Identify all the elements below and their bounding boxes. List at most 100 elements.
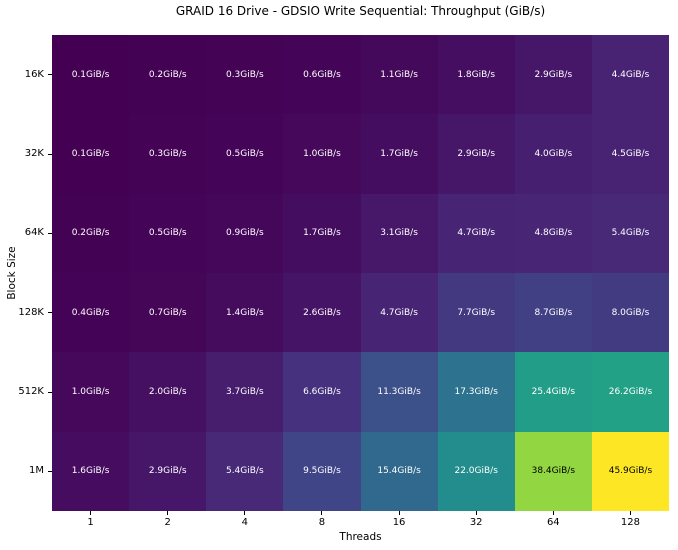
heatmap-cell: 4.7GiB/s [437, 193, 515, 273]
y-tick-label: 64K [24, 227, 44, 239]
heatmap-grid: 0.1GiB/s 0.2GiB/s 0.3GiB/s 0.6GiB/s 1.1GiB/s… [52, 35, 669, 511]
x-tick-mark [475, 511, 477, 515]
x-tick-mark [629, 511, 631, 515]
cell-value-label: 4.7GiB/s [457, 228, 496, 239]
cell-value-label: 1.7GiB/s [380, 148, 418, 159]
y-tick-label: 512K [18, 386, 44, 397]
cell-value-label: 1.7GiB/s [303, 228, 341, 239]
y-tick-label: 16K [24, 68, 44, 80]
cell-value-label: 0.7GiB/s [148, 307, 187, 318]
heatmap-cell: 4.0GiB/s [514, 114, 592, 194]
cell-value-label: 11.3GiB/s [377, 386, 421, 397]
y-tick-label: 32K [24, 148, 44, 159]
heatmap-cell: 1.7GiB/s [360, 114, 438, 194]
x-tick-label: 2 [164, 517, 171, 528]
cell-value-label: 17.3GiB/s [454, 386, 498, 397]
cell-value-label: 2.6GiB/s [303, 307, 341, 318]
cell-value-label: 7.7GiB/s [457, 307, 496, 318]
y-tick-mark [48, 232, 52, 234]
cell-value-label: 2.9GiB/s [457, 148, 496, 159]
x-tick-mark [90, 511, 92, 515]
heatmap-cell: 2.9GiB/s [129, 431, 207, 511]
heatmap-cell: 2.6GiB/s [283, 273, 361, 353]
heatmap-cell: 45.9GiB/s [591, 431, 669, 511]
cell-value-label: 22.0GiB/s [454, 466, 498, 477]
heatmap-cell: 1.0GiB/s [283, 114, 361, 194]
cell-value-label: 0.2GiB/s [71, 228, 110, 239]
cell-value-label: 8.0GiB/s [611, 307, 650, 318]
heatmap-cell: 25.4GiB/s [514, 352, 592, 432]
x-tick-label: 16 [392, 517, 406, 528]
chart-title: GRAID 16 Drive - GDSIO Write Sequential:… [175, 4, 546, 18]
x-axis-title: Threads [339, 531, 382, 543]
x-tick-mark [167, 511, 169, 515]
y-tick-mark [48, 312, 52, 314]
heatmap-cell: 5.4GiB/s [591, 193, 669, 273]
cell-value-label: 2.9GiB/s [148, 466, 187, 477]
cell-value-label: 8.7GiB/s [534, 307, 573, 318]
heatmap-cell: 0.3GiB/s [129, 114, 207, 194]
cell-value-label: 4.7GiB/s [380, 307, 418, 318]
cell-value-label: 0.3GiB/s [225, 69, 264, 80]
heatmap-cell: 8.0GiB/s [591, 273, 669, 353]
heatmap-cell: 9.5GiB/s [283, 431, 361, 511]
heatmap-cell: 3.7GiB/s [206, 352, 284, 432]
heatmap-cell: 15.4GiB/s [360, 431, 438, 511]
heatmap-cell: 0.2GiB/s [129, 35, 207, 115]
x-axis: 1 2 4 8 16 32 64 128 [52, 511, 669, 531]
heatmap-cell: 0.2GiB/s [52, 193, 130, 273]
cell-value-label: 0.6GiB/s [303, 69, 341, 80]
cell-value-label: 4.8GiB/s [534, 228, 573, 239]
cell-value-label: 0.4GiB/s [71, 307, 110, 318]
x-tick-label: 32 [469, 517, 483, 528]
heatmap-cell: 1.8GiB/s [437, 35, 515, 115]
cell-value-label: 4.5GiB/s [611, 148, 650, 159]
heatmap-cell: 0.4GiB/s [52, 273, 130, 353]
heatmap-cell: 2.0GiB/s [129, 352, 207, 432]
heatmap-cell: 7.7GiB/s [437, 273, 515, 353]
cell-value-label: 5.4GiB/s [611, 228, 650, 239]
cell-value-label: 0.3GiB/s [148, 148, 187, 159]
heatmap-cell: 0.5GiB/s [129, 193, 207, 273]
heatmap-cell: 4.4GiB/s [591, 35, 669, 115]
x-tick-mark [398, 511, 400, 515]
heatmap-cell: 26.2GiB/s [591, 352, 669, 432]
cell-value-label: 1.1GiB/s [380, 69, 418, 80]
cell-value-label: 15.4GiB/s [377, 466, 421, 477]
cell-value-label: 4.4GiB/s [611, 69, 650, 80]
heatmap-cell: 3.1GiB/s [360, 193, 438, 273]
heatmap-cell: 4.7GiB/s [360, 273, 438, 353]
cell-value-label: 1.4GiB/s [225, 307, 264, 318]
heatmap-cell: 1.0GiB/s [52, 352, 130, 432]
heatmap-cell: 0.5GiB/s [206, 114, 284, 194]
cell-value-label: 1.0GiB/s [303, 148, 341, 159]
heatmap-cell: 38.4GiB/s [514, 431, 592, 511]
cell-value-label: 3.1GiB/s [380, 228, 418, 239]
heatmap-cell: 0.7GiB/s [129, 273, 207, 353]
heatmap-cell: 2.9GiB/s [437, 114, 515, 194]
cell-value-label: 2.9GiB/s [534, 69, 573, 80]
cell-value-label: 0.2GiB/s [148, 69, 187, 80]
heatmap-cell: 2.9GiB/s [514, 35, 592, 115]
heatmap-cell: 0.1GiB/s [52, 114, 130, 194]
heatmap-cell: 0.6GiB/s [283, 35, 361, 115]
cell-value-label: 0.5GiB/s [148, 228, 187, 239]
cell-value-label: 25.4GiB/s [531, 386, 576, 397]
x-tick-mark [552, 511, 554, 515]
cell-value-label: 0.9GiB/s [225, 228, 264, 239]
cell-value-label: 4.0GiB/s [534, 148, 573, 159]
x-tick-label: 64 [546, 517, 560, 528]
y-tick-label: 1M [29, 465, 44, 477]
heatmap-cell: 17.3GiB/s [437, 352, 515, 432]
cell-value-label: 9.5GiB/s [303, 466, 341, 477]
x-tick-mark [244, 511, 246, 515]
x-tick-label: 128 [620, 517, 640, 528]
y-tick-mark [48, 470, 52, 472]
cell-value-label: 45.9GiB/s [608, 466, 653, 477]
heatmap-cell: 1.7GiB/s [283, 193, 361, 273]
heatmap-cell: 1.1GiB/s [360, 35, 438, 115]
cell-value-label: 0.5GiB/s [225, 148, 264, 159]
heatmap-cell: 6.6GiB/s [283, 352, 361, 432]
x-tick-label: 4 [241, 517, 248, 528]
heatmap-cell: 0.3GiB/s [206, 35, 284, 115]
